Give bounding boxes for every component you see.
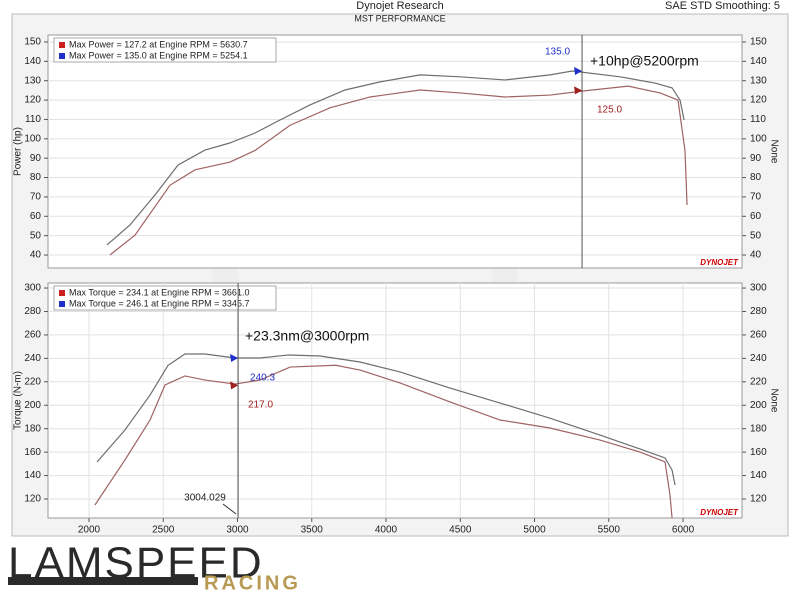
y-tick-label: 150	[24, 37, 41, 48]
legend-label: Max Torque = 234.1 at Engine RPM = 3661.…	[69, 287, 249, 297]
y2-tick-label: 80	[750, 172, 762, 183]
y-tick-label: 40	[30, 250, 42, 261]
cursor-marker	[574, 67, 583, 76]
legend-label: Max Torque = 246.1 at Engine RPM = 3345.…	[69, 298, 249, 308]
y-tick-label: 70	[30, 192, 42, 203]
y2-tick-label: 180	[750, 423, 767, 434]
y2-tick-label: 300	[750, 283, 767, 294]
legend-box	[53, 285, 277, 311]
y2-tick-label: 240	[750, 353, 767, 364]
x-tick-label: 6000	[672, 525, 695, 536]
y2-tick-label: 200	[750, 400, 767, 411]
y2-tick-label: 150	[750, 37, 767, 48]
y-tick-label: 140	[24, 56, 41, 67]
x-tick-label: 5000	[523, 525, 546, 536]
y2-axis-label: None	[768, 389, 779, 413]
x-tick-label: 3500	[301, 525, 324, 536]
cursor-value-label: 125.0	[597, 105, 622, 116]
y2-tick-label: 140	[750, 56, 767, 67]
logo-bar	[8, 577, 198, 585]
y-tick-label: 180	[24, 423, 41, 434]
legend-label: Max Power = 127.2 at Engine RPM = 5630.7	[69, 39, 248, 49]
y-tick-label: 280	[24, 306, 41, 317]
y-tick-label: 130	[24, 75, 41, 86]
annotation: +23.3nm@3000rpm	[245, 328, 369, 344]
y2-tick-label: 220	[750, 376, 767, 387]
cursor-value-label: 240.3	[250, 373, 275, 384]
legend-swatch	[59, 301, 65, 307]
header-title: Dynojet Research	[356, 0, 443, 12]
y2-tick-label: 50	[750, 230, 762, 241]
series-line	[96, 353, 676, 486]
y2-tick-label: 120	[750, 494, 767, 505]
cursor-marker	[230, 354, 239, 363]
cursor-arrow	[222, 503, 237, 515]
series-line	[94, 364, 673, 518]
legend-swatch	[59, 290, 65, 296]
cursor-marker	[574, 86, 583, 95]
y2-tick-label: 140	[750, 470, 767, 481]
y-tick-label: 60	[30, 211, 42, 222]
badge: DYNOJET	[700, 258, 739, 267]
x-tick-label: 5500	[598, 525, 621, 536]
x-tick-label: 2000	[78, 525, 101, 536]
y-axis-label: Torque (N-m)	[13, 371, 24, 430]
header-settings: SAE STD Smoothing: 5	[665, 0, 780, 12]
y-tick-label: 50	[30, 230, 42, 241]
y2-axis-label: None	[768, 140, 779, 164]
x-tick-label: 2500	[152, 525, 175, 536]
y-tick-label: 260	[24, 330, 41, 341]
y2-tick-label: 280	[750, 306, 767, 317]
cursor-x-label: 3004.029	[184, 493, 226, 504]
y-tick-label: 300	[24, 283, 41, 294]
y-tick-label: 90	[30, 153, 42, 164]
y2-tick-label: 70	[750, 192, 762, 203]
plot-area	[47, 34, 743, 269]
y-tick-label: 240	[24, 353, 41, 364]
cursor-marker	[230, 381, 239, 390]
annotation: +10hp@5200rpm	[590, 53, 699, 69]
y-tick-label: 160	[24, 447, 41, 458]
badge: DYNOJET	[700, 508, 739, 517]
header-subtitle: MST PERFORMANCE	[354, 13, 445, 23]
y-tick-label: 120	[24, 95, 41, 106]
y2-tick-label: 160	[750, 447, 767, 458]
y2-tick-label: 60	[750, 211, 762, 222]
y-tick-label: 200	[24, 400, 41, 411]
cursor-value-label: 135.0	[545, 47, 570, 58]
y-tick-label: 100	[24, 133, 41, 144]
y2-tick-label: 130	[750, 75, 767, 86]
series-line	[106, 70, 685, 246]
legend-box	[53, 37, 277, 63]
plot-area	[47, 282, 743, 519]
y-tick-label: 140	[24, 470, 41, 481]
legend-swatch	[59, 53, 65, 59]
y-axis-label: Power (hp)	[13, 127, 24, 176]
y2-tick-label: 120	[750, 95, 767, 106]
y-tick-label: 220	[24, 376, 41, 387]
legend-label: Max Power = 135.0 at Engine RPM = 5254.1	[69, 50, 248, 60]
series-line	[109, 85, 688, 256]
y2-tick-label: 40	[750, 250, 762, 261]
y-tick-label: 80	[30, 172, 42, 183]
y2-tick-label: 90	[750, 153, 762, 164]
y-tick-label: 120	[24, 494, 41, 505]
y2-tick-label: 260	[750, 330, 767, 341]
cursor-value-label: 217.0	[248, 400, 273, 411]
x-tick-label: 4500	[449, 525, 472, 536]
y2-tick-label: 110	[750, 114, 766, 125]
x-tick-label: 3000	[226, 525, 249, 536]
y-tick-label: 110	[25, 114, 41, 125]
y2-tick-label: 100	[750, 133, 767, 144]
legend-swatch	[59, 42, 65, 48]
logo-tag: RACING	[204, 572, 301, 594]
x-tick-label: 4000	[375, 525, 398, 536]
